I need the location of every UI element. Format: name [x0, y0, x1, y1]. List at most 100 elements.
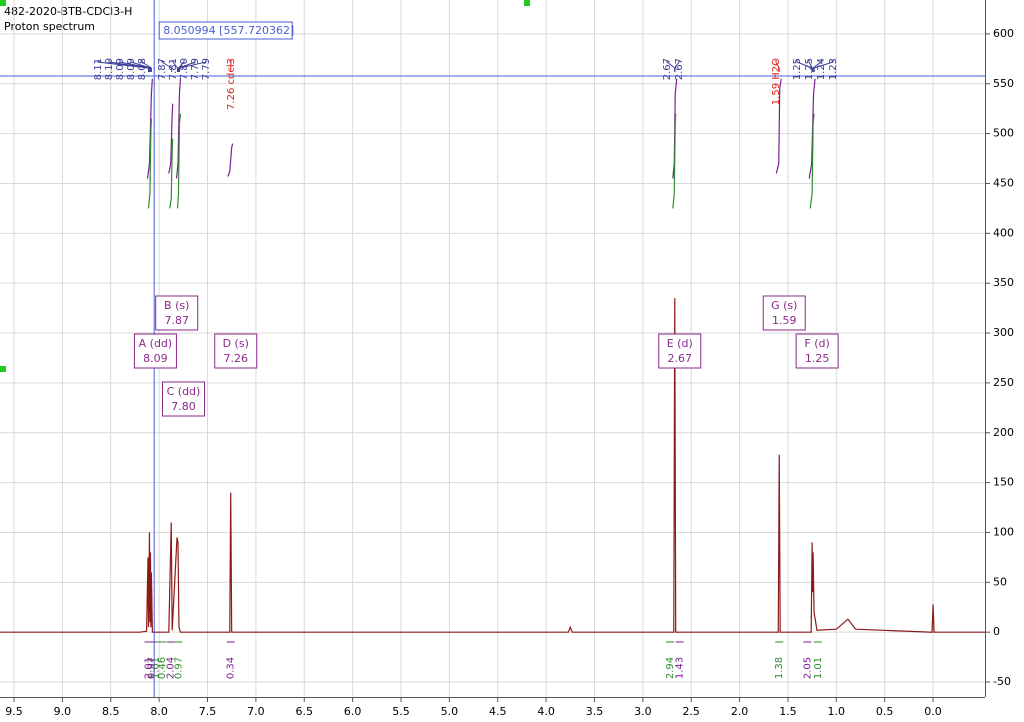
- peak-label: 8.09: [115, 58, 126, 80]
- peak-label: 1.59 H2O: [771, 58, 782, 105]
- peak-label: 8.11: [93, 58, 104, 80]
- peak-connector: [808, 60, 813, 72]
- peak-connector: [130, 60, 151, 72]
- integral-curve: [147, 118, 152, 209]
- integral-label: 2.04: [166, 657, 177, 679]
- x-tick-label: 6.0: [344, 705, 362, 718]
- handle[interactable]: [524, 0, 530, 6]
- y-tick-label: -50: [993, 675, 1011, 688]
- multiplet-box: [214, 333, 258, 369]
- peak-label: 8.10: [104, 58, 115, 80]
- multiplet-shift: 1.25: [805, 352, 830, 365]
- y-tick-label: 400: [993, 226, 1014, 239]
- multiplet-label: G (s): [771, 299, 797, 312]
- integral-curve: [809, 113, 815, 209]
- peak-connector: [812, 60, 822, 72]
- integral-curve: [168, 103, 174, 174]
- multiplet-shift: 7.87: [164, 314, 189, 327]
- integral-label: 0.97: [173, 657, 184, 679]
- integral-label: 2.01: [143, 657, 154, 679]
- peak-connector: [674, 60, 680, 72]
- multiplet-box: [161, 381, 205, 417]
- peak-label: 2.67: [674, 58, 685, 80]
- chart-subtitle: Proton spectrum: [4, 20, 95, 33]
- integral-curve: [672, 113, 677, 209]
- multiplet-label: F (d): [804, 337, 829, 350]
- x-tick-label: 5.5: [392, 705, 410, 718]
- multiplet-shift: 2.67: [668, 352, 693, 365]
- y-tick-label: 100: [993, 525, 1014, 538]
- y-tick-label: 550: [993, 77, 1014, 90]
- peak-connector: [178, 60, 207, 72]
- peak-label: 8.09: [126, 58, 137, 80]
- integral-label: 0.46: [157, 657, 168, 679]
- y-tick-label: 250: [993, 376, 1014, 389]
- x-tick-label: 4.5: [489, 705, 507, 718]
- y-tick-label: 150: [993, 476, 1014, 489]
- peak-label: 1.24: [816, 58, 827, 80]
- multiplet-box: [658, 333, 702, 369]
- y-tick-label: 450: [993, 176, 1014, 189]
- x-tick-label: 8.5: [102, 705, 120, 718]
- multiplet-shift: 7.80: [171, 400, 196, 413]
- integral-curve: [175, 78, 182, 179]
- y-tick-label: 600: [993, 27, 1014, 40]
- integral-label: 1.01: [150, 657, 161, 679]
- multiplet-shift: 1.59: [772, 314, 797, 327]
- multiplet-shift: 8.09: [143, 352, 168, 365]
- peak-label: 7.26 cdcl3: [226, 58, 237, 110]
- multiplet-label: E (d): [667, 337, 693, 350]
- cursor-label: 8.050994 [557.720362]: [163, 24, 294, 37]
- multiplet-label: D (s): [223, 337, 249, 350]
- x-tick-label: 6.5: [295, 705, 313, 718]
- x-tick-label: 9.0: [54, 705, 72, 718]
- peak-label: 1.23: [828, 58, 839, 80]
- y-tick-label: 500: [993, 127, 1014, 140]
- multiplet-label: A (dd): [139, 337, 173, 350]
- integral-curve: [169, 138, 174, 209]
- integral-label: 1.43: [675, 657, 686, 679]
- y-tick-label: 300: [993, 326, 1014, 339]
- x-tick-label: 5.0: [441, 705, 459, 718]
- x-tick-label: 4.0: [537, 705, 555, 718]
- integral-label: 0.34: [226, 657, 237, 679]
- x-tick-label: 7.5: [199, 705, 217, 718]
- peak-connector: [813, 60, 834, 72]
- multiplet-label: C (dd): [167, 385, 201, 398]
- peak-connector: [177, 60, 185, 72]
- peak-connector: [97, 60, 149, 72]
- multiplet-box: [133, 333, 177, 369]
- peak-label: 7.81: [168, 58, 179, 80]
- integral-curve: [176, 113, 182, 209]
- x-tick-label: 2.5: [682, 705, 700, 718]
- integral-label: 1.01: [813, 657, 824, 679]
- y-tick-label: 200: [993, 426, 1014, 439]
- spectrum-line: [0, 298, 985, 633]
- chart-title: 482-2020-BTB-CDCl3-H: [4, 5, 132, 18]
- peak-connector: [108, 60, 150, 72]
- handle[interactable]: [0, 366, 6, 372]
- integral-curve: [775, 78, 782, 174]
- peak-label: 2.67: [662, 58, 673, 80]
- y-tick-label: 350: [993, 276, 1014, 289]
- multiplet-label: B (s): [164, 299, 189, 312]
- peak-connector: [141, 60, 152, 72]
- handle[interactable]: [0, 0, 6, 6]
- cursor-label-box: [158, 21, 293, 40]
- x-tick-label: 9.5: [5, 705, 23, 718]
- peak-label: 1.25: [804, 58, 815, 80]
- x-tick-label: 3.5: [586, 705, 604, 718]
- multiplet-box: [762, 295, 806, 331]
- x-tick-label: 0.0: [924, 705, 942, 718]
- multiplet-box: [795, 333, 839, 369]
- peak-label: 7.80: [179, 58, 190, 80]
- x-tick-label: 2.0: [731, 705, 749, 718]
- multiplet-box: [155, 295, 199, 331]
- x-tick-label: 3.0: [634, 705, 652, 718]
- peak-label: 7.79: [190, 58, 201, 80]
- peak-label: 8.08: [137, 58, 148, 80]
- integral-curve: [227, 143, 234, 177]
- peak-label: 7.87: [157, 58, 168, 80]
